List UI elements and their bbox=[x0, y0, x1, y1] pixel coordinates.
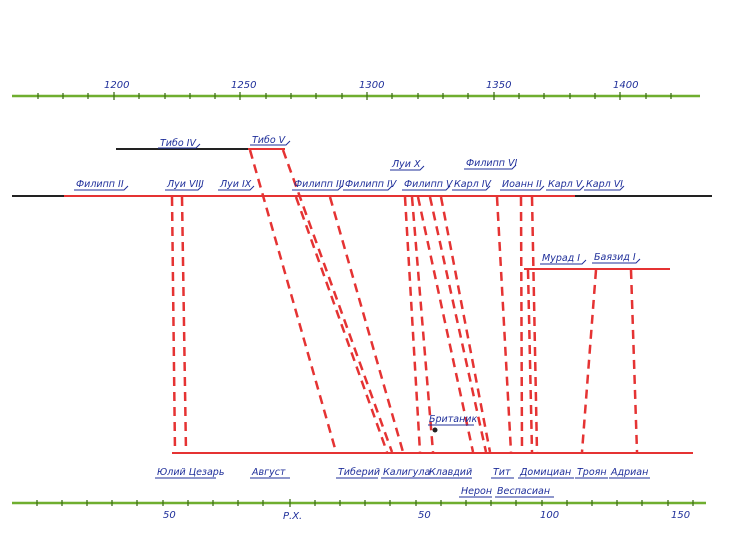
bottom-scale-ticks bbox=[36, 499, 694, 507]
label-avgust: Август bbox=[251, 467, 286, 478]
link-filipp-iv-a bbox=[403, 196, 422, 453]
bottom-tick-label-era: Р.Х. bbox=[283, 511, 302, 522]
bottom-tick-label-50-bc: 50 bbox=[163, 510, 176, 521]
label-filipp-v: Филипп V bbox=[404, 179, 454, 190]
link-bayazid bbox=[629, 269, 639, 453]
link-ioann-ii-b bbox=[530, 196, 539, 453]
label-karl-iv: Карл IV bbox=[454, 179, 492, 190]
top-tick-label-1200: 1200 bbox=[104, 80, 129, 91]
label-tit: Тит bbox=[493, 467, 511, 478]
top-year-scale: 1200 1250 1300 1350 1400 bbox=[12, 80, 700, 100]
link-filipp-vi bbox=[495, 196, 513, 453]
label-domitsian: Домициан bbox=[519, 467, 571, 478]
bottom-year-scale: 50 Р.Х. 50 100 150 bbox=[12, 499, 706, 522]
link-murad-a bbox=[526, 269, 534, 453]
link-filipp-v-b bbox=[428, 196, 488, 453]
top-tick-label-1400: 1400 bbox=[613, 80, 638, 91]
link-filipp-iii-a bbox=[294, 196, 389, 453]
correspondence-lines bbox=[170, 149, 639, 453]
link-tibo-v-b bbox=[281, 149, 394, 453]
link-murad-b bbox=[580, 269, 598, 453]
top-scale-ticks bbox=[37, 92, 672, 100]
link-tibo-v-a bbox=[248, 149, 338, 453]
link-lui-viii-avgust bbox=[180, 196, 188, 453]
label-troyan: Троян bbox=[577, 467, 607, 478]
top-tick-label-1250: 1250 bbox=[231, 80, 256, 91]
label-lui-x: Луи X bbox=[391, 159, 421, 170]
lower-ruler-labels: Юлий Цезарь Август Тиберий Калигула Клав… bbox=[157, 414, 648, 497]
label-yuliy-tsezar: Юлий Цезарь bbox=[157, 467, 224, 478]
label-lui-ix: Луи IX bbox=[219, 179, 252, 190]
label-ioann-ii: Иоанн II bbox=[502, 179, 542, 190]
label-filipp-vi: Филипп VI bbox=[466, 158, 518, 169]
label-underlines bbox=[74, 140, 650, 498]
upper-ruler-labels: Тибо IV Тибо V Филипп II Луи VIII Луи IX… bbox=[76, 135, 636, 264]
label-adrian: Адриан bbox=[610, 467, 648, 478]
label-neron: Нерон bbox=[461, 486, 492, 497]
label-tibo-iv: Тибо IV bbox=[160, 138, 197, 149]
link-karl-iv bbox=[439, 196, 492, 453]
label-vespasian: Веспасиан bbox=[497, 486, 550, 497]
bottom-tick-label-50-ad: 50 bbox=[418, 510, 431, 521]
label-karl-vi: Карл VI bbox=[586, 179, 623, 190]
label-kaligula: Калигула bbox=[383, 467, 430, 478]
top-tick-label-1300: 1300 bbox=[359, 80, 384, 91]
label-filipp-ii: Филипп II bbox=[76, 179, 124, 190]
bottom-tick-label-150: 150 bbox=[671, 510, 690, 521]
label-filipp-iv: Филипп IV bbox=[345, 179, 398, 190]
label-murad-i: Мурад I bbox=[542, 253, 580, 264]
label-karl-v: Карл V bbox=[548, 179, 584, 190]
link-lui-viii-yuliy bbox=[170, 196, 177, 453]
label-klavdiy: Клавдий bbox=[429, 467, 472, 478]
bottom-tick-label-100: 100 bbox=[540, 510, 559, 521]
label-tibo-v: Тибо V bbox=[252, 135, 287, 146]
label-bayazid-i: Баязид I bbox=[594, 252, 636, 263]
label-filipp-iii: Филипп III bbox=[294, 179, 345, 190]
link-filipp-iv-b bbox=[410, 196, 435, 453]
britanik-marker bbox=[432, 427, 438, 433]
top-tick-label-1350: 1350 bbox=[486, 80, 511, 91]
link-filipp-v-a bbox=[416, 196, 475, 453]
label-lui-viii: Луи VIII bbox=[166, 179, 204, 190]
link-ioann-ii-a bbox=[519, 196, 524, 453]
label-tiberiy: Тиберий bbox=[338, 467, 380, 478]
label-britanik: Британик bbox=[429, 414, 477, 425]
